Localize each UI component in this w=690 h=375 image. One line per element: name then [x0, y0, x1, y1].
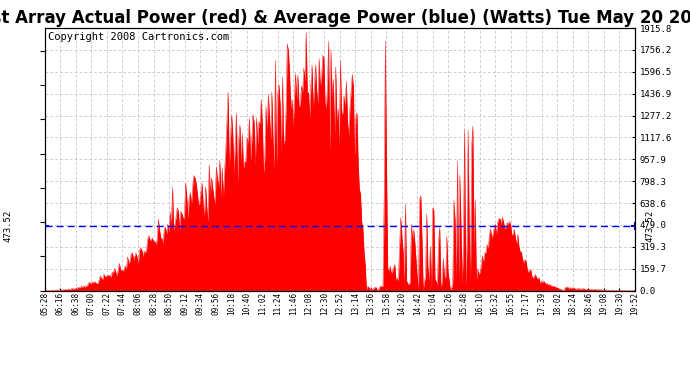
Text: East Array Actual Power (red) & Average Power (blue) (Watts) Tue May 20 20:11: East Array Actual Power (red) & Average … [0, 9, 690, 27]
Text: 473.52: 473.52 [3, 210, 12, 242]
Text: 473.52: 473.52 [645, 210, 654, 242]
Text: Copyright 2008 Cartronics.com: Copyright 2008 Cartronics.com [48, 32, 229, 42]
